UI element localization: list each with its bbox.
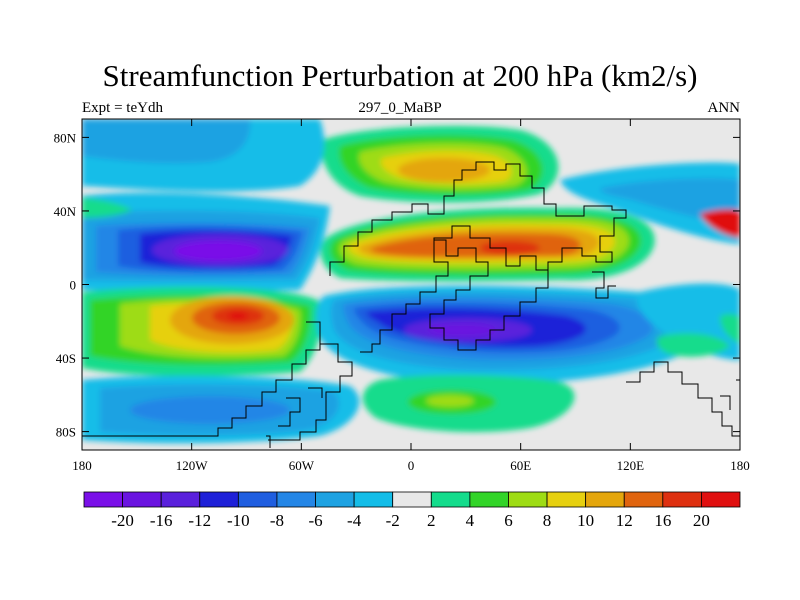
colorbar-label: 4 <box>466 511 475 530</box>
colorbar-label: -4 <box>347 511 362 530</box>
colorbar-swatch <box>276 491 316 508</box>
colorbar-label: -8 <box>270 511 284 530</box>
colorbar-label: -16 <box>150 511 173 530</box>
colorbar-label: 2 <box>427 511 436 530</box>
y-axis: 80N 40N 0 40S 80S <box>54 130 740 440</box>
y-tick-label: 0 <box>70 278 77 293</box>
colorbar-label: 10 <box>577 511 594 530</box>
colorbar-label: -12 <box>188 511 211 530</box>
colorbar-swatch <box>83 491 123 508</box>
colorbar-label: 20 <box>693 511 710 530</box>
colorbar-label: 6 <box>504 511 513 530</box>
low-north-polar-west <box>82 119 325 192</box>
colorbar-swatch <box>662 491 702 508</box>
time-label: 297_0_MaBP <box>358 100 442 116</box>
low-north-pacific <box>82 192 330 292</box>
colorbar-swatch <box>508 491 548 508</box>
colorbar: -20 -16 -12 -10 -8 -6 -4 -2 2 4 6 8 10 12 16 20 <box>83 491 741 530</box>
season-label: ANN <box>707 100 741 116</box>
high-south-pacific <box>82 286 321 377</box>
x-axis: 180 120W 60W 0 60E 120E 180 <box>72 119 750 473</box>
x-tick-label: 120E <box>617 458 645 473</box>
colorbar-swatch <box>353 491 394 508</box>
high-north-tropics <box>320 207 655 282</box>
colorbar-label: 16 <box>654 511 671 530</box>
y-tick-label: 80S <box>56 425 76 440</box>
colorbar-swatch <box>546 491 587 508</box>
coastlines <box>82 161 740 448</box>
east-pacific-patches <box>82 198 740 360</box>
colorbar-swatch <box>199 491 239 508</box>
chart-title: Streamfunction Perturbation at 200 hPa (… <box>102 58 698 93</box>
colorbar-label: -2 <box>386 511 400 530</box>
colorbar-swatch <box>315 491 355 508</box>
colorbar-swatch <box>160 491 201 508</box>
colorbar-swatch <box>392 491 432 508</box>
colorbar-label: 8 <box>543 511 552 530</box>
low-south-pacific-60s <box>82 375 360 444</box>
contour-field <box>82 119 740 448</box>
colorbar-swatch <box>585 491 625 508</box>
y-tick-label: 40S <box>56 351 76 366</box>
x-tick-label: 180 <box>72 458 92 473</box>
y-tick-label: 40N <box>54 204 77 219</box>
x-tick-label: 60W <box>289 458 315 473</box>
low-south-atlantic <box>316 285 708 385</box>
colorbar-swatch <box>430 491 471 508</box>
x-tick-label: 120W <box>176 458 209 473</box>
colorbar-swatch <box>237 491 278 508</box>
x-tick-label: 0 <box>408 458 415 473</box>
high-southern-ocean <box>362 374 575 433</box>
colorbar-label: -6 <box>308 511 322 530</box>
experiment-label: Expt = teYdh <box>82 100 163 116</box>
x-tick-label: 60E <box>510 458 531 473</box>
colorbar-label: -10 <box>227 511 250 530</box>
y-tick-label: 80N <box>54 130 77 145</box>
colorbar-label: -20 <box>111 511 134 530</box>
colorbar-swatch <box>701 491 741 508</box>
colorbar-swatch <box>469 491 509 508</box>
colorbar-swatch <box>122 491 162 508</box>
x-tick-label: 180 <box>730 458 750 473</box>
colorbar-swatch <box>623 491 664 508</box>
colorbar-label: 12 <box>616 511 633 530</box>
high-north-polar <box>321 125 559 203</box>
